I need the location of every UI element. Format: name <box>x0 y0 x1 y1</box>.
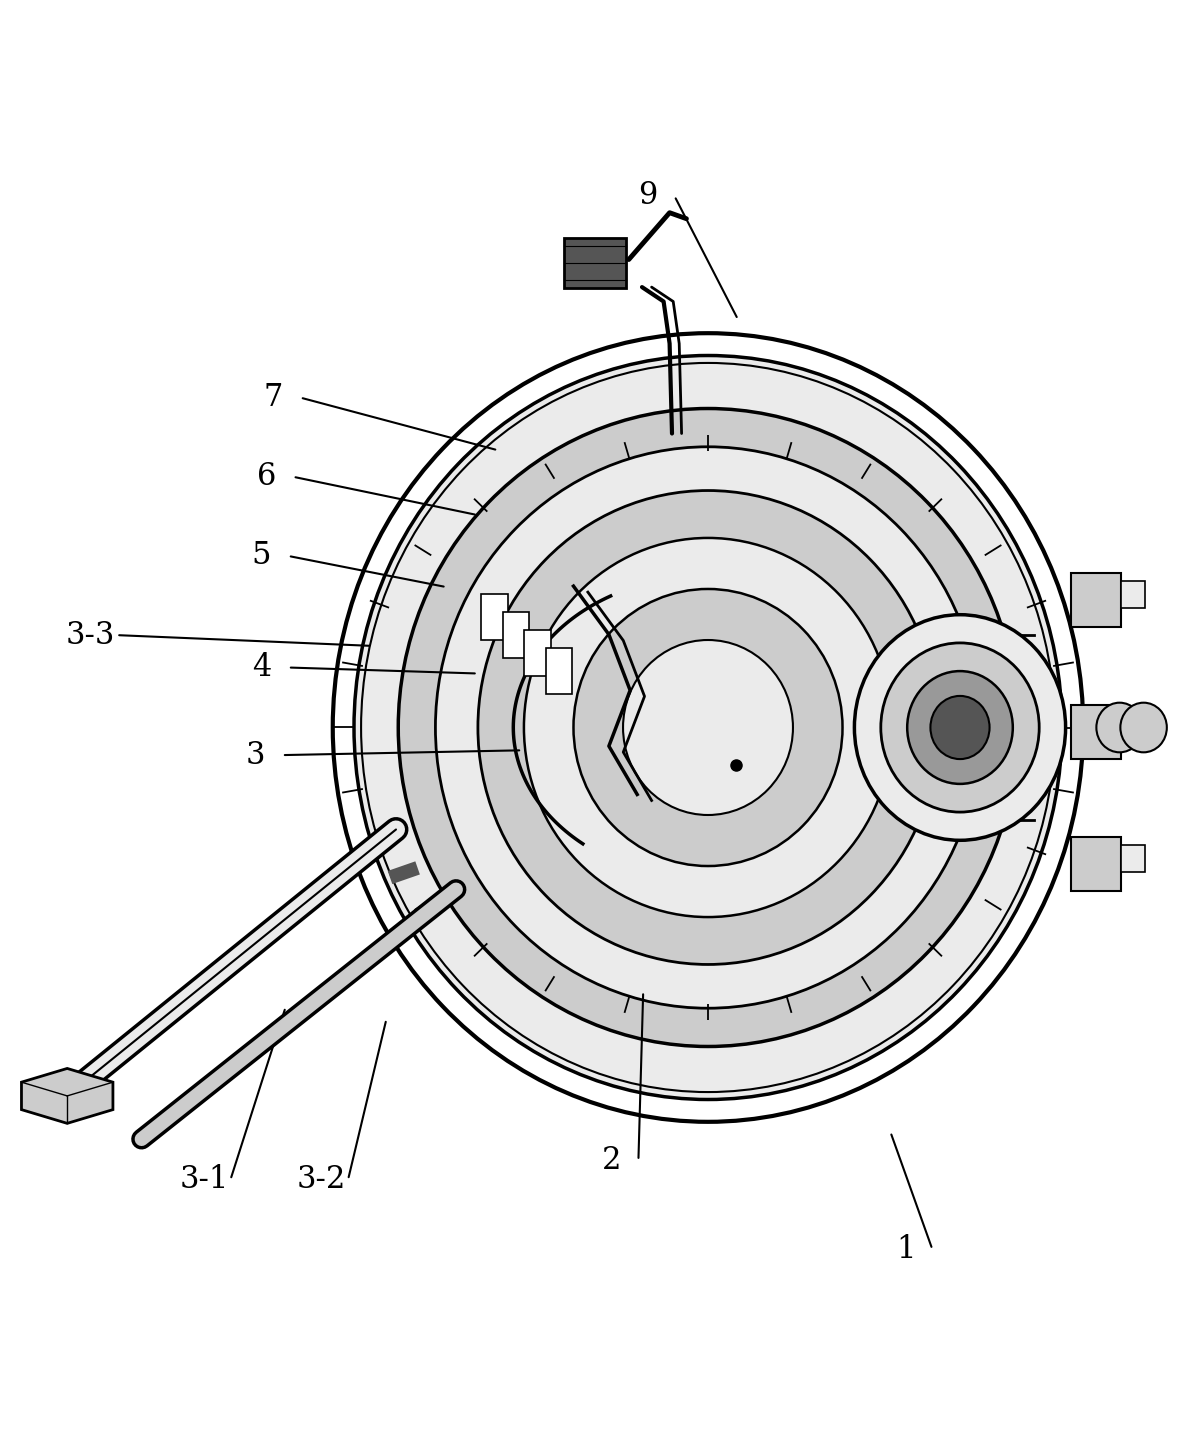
Ellipse shape <box>332 333 1084 1121</box>
Text: 5: 5 <box>252 540 271 571</box>
Bar <box>1070 704 1121 759</box>
Bar <box>503 612 529 658</box>
Ellipse shape <box>907 671 1013 784</box>
Bar <box>1070 837 1121 890</box>
Text: 4: 4 <box>252 652 271 683</box>
Bar <box>546 648 572 694</box>
Ellipse shape <box>1121 703 1166 752</box>
Ellipse shape <box>354 355 1062 1100</box>
Bar <box>1121 846 1145 872</box>
Ellipse shape <box>478 491 938 964</box>
Ellipse shape <box>436 447 980 1009</box>
Ellipse shape <box>524 538 892 918</box>
Text: 3: 3 <box>246 740 265 771</box>
Text: 2: 2 <box>602 1146 622 1176</box>
Text: 3-1: 3-1 <box>179 1165 229 1195</box>
Ellipse shape <box>361 364 1055 1092</box>
Ellipse shape <box>1097 703 1142 752</box>
Text: 9: 9 <box>638 180 658 212</box>
Ellipse shape <box>881 644 1039 812</box>
Ellipse shape <box>623 641 793 815</box>
Ellipse shape <box>930 696 990 759</box>
Ellipse shape <box>398 408 1018 1046</box>
Text: 6: 6 <box>257 462 276 492</box>
Text: 3-3: 3-3 <box>65 619 115 651</box>
Ellipse shape <box>854 615 1066 840</box>
Ellipse shape <box>574 589 842 866</box>
Bar <box>481 595 508 639</box>
Bar <box>1070 573 1121 626</box>
Text: 7: 7 <box>264 382 283 413</box>
Polygon shape <box>22 1068 113 1123</box>
Bar <box>564 238 626 289</box>
Bar <box>1121 582 1145 608</box>
Bar <box>1121 713 1145 739</box>
Bar <box>524 631 551 675</box>
Text: 3-2: 3-2 <box>296 1165 347 1195</box>
Text: 1: 1 <box>896 1234 916 1266</box>
